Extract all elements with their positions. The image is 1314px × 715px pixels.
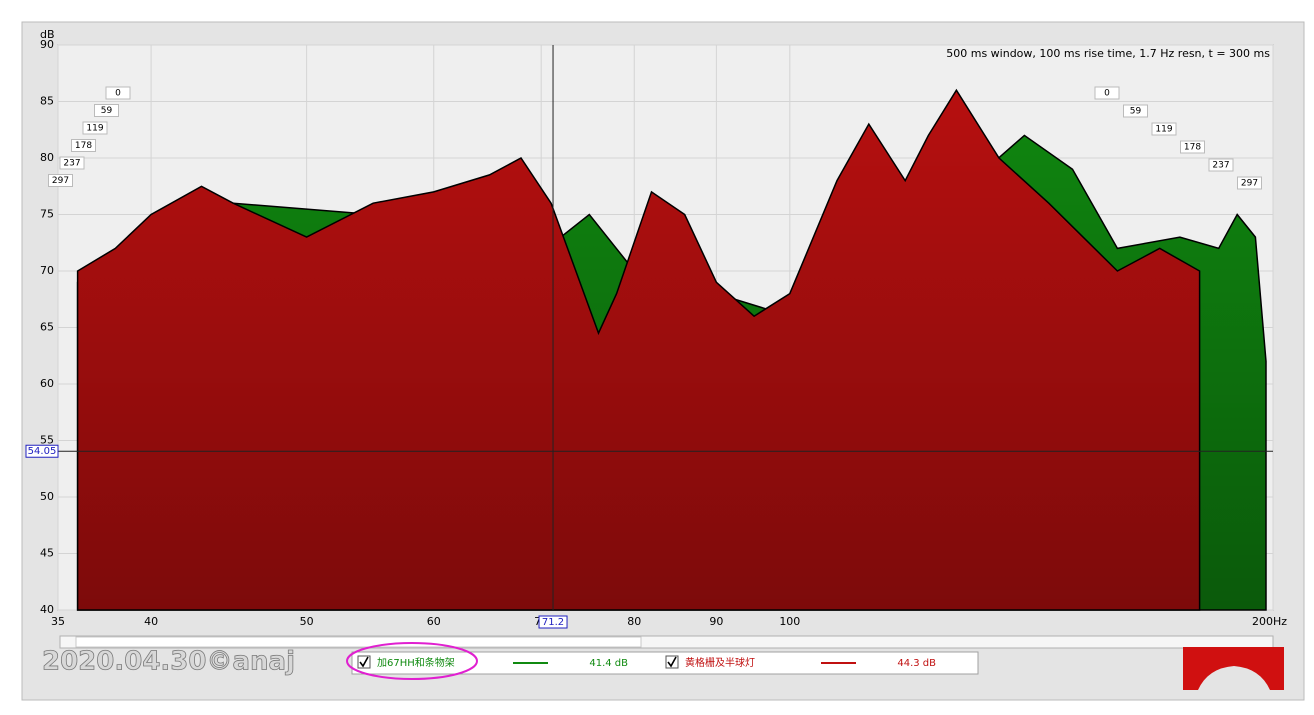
surface-shade — [77, 90, 1200, 610]
slice-label-box — [1151, 122, 1177, 136]
slice-label: 59 — [101, 106, 113, 116]
slice-label-box — [71, 139, 96, 152]
y-axis-label: dB — [40, 28, 55, 41]
slice-label-box — [48, 174, 73, 187]
cursor-y-box — [25, 444, 59, 458]
slice-label: 119 — [1155, 125, 1172, 135]
slice-label-box — [59, 156, 85, 170]
y-tick-label: 40 — [40, 603, 54, 616]
x-tick-label: 80 — [627, 615, 641, 628]
slice-label: 178 — [75, 141, 92, 151]
x-tick-label: 35 — [51, 615, 65, 628]
x-tick-label: 50 — [300, 615, 314, 628]
y-tick-label: 65 — [40, 321, 54, 334]
slice-label: 59 — [1130, 107, 1142, 117]
cursor-y-label: 54.05 — [28, 446, 57, 457]
slice-label-box — [1208, 158, 1234, 172]
x-tick-label: 200Hz — [1252, 615, 1287, 628]
y-tick-label: 90 — [40, 38, 54, 51]
legend-level: 41.4 dB — [589, 658, 628, 669]
slice-label: 297 — [52, 176, 69, 186]
x-tick-label: 60 — [427, 615, 441, 628]
slice-label-box — [1094, 86, 1120, 100]
legend-label: 加67HH和条物架 — [377, 656, 455, 669]
slice-label: 237 — [1212, 161, 1229, 171]
logo — [1183, 647, 1284, 690]
legend-level: 44.3 dB — [897, 658, 936, 669]
x-tick-label: 40 — [144, 615, 158, 628]
slice-label: 297 — [1241, 179, 1258, 189]
slice-label-box — [82, 121, 108, 135]
y-tick-label: 60 — [40, 377, 54, 390]
slice-label-box — [1180, 140, 1205, 154]
slice-label-box — [1123, 104, 1148, 118]
legend-check — [667, 656, 677, 668]
legend-label: 黄格栅及半球灯 — [685, 656, 755, 669]
slice-label: 119 — [86, 124, 103, 134]
cursor-x-label: 71.2 — [542, 617, 564, 628]
cursor-x-box — [538, 615, 568, 629]
slice-label: 237 — [63, 159, 80, 169]
watermark: 2020.04.30©anaj — [42, 647, 295, 677]
highlight-ellipse — [346, 642, 478, 680]
y-tick-label: 75 — [40, 208, 54, 221]
y-tick-label: 85 — [40, 95, 54, 108]
scroll-thumb[interactable] — [75, 636, 642, 648]
slice-label: 178 — [1184, 143, 1201, 153]
slice-label-box — [105, 86, 131, 100]
legend-check — [359, 656, 369, 668]
slice-label: 0 — [1104, 89, 1110, 99]
y-tick-label: 50 — [40, 490, 54, 503]
y-tick-label: 45 — [40, 547, 54, 560]
slice-label: 0 — [115, 89, 121, 99]
legend — [351, 651, 979, 675]
y-tick-label: 70 — [40, 264, 54, 277]
x-tick-label: 100 — [779, 615, 800, 628]
caption: 500 ms window, 100 ms rise time, 1.7 Hz … — [946, 47, 1270, 60]
slice-label-box — [1237, 176, 1262, 190]
x-tick-label: 90 — [709, 615, 723, 628]
slice-label-box — [94, 104, 119, 117]
y-tick-label: 80 — [40, 151, 54, 164]
y-tick-label: 55 — [40, 434, 54, 447]
plot-layer — [57, 44, 1274, 611]
